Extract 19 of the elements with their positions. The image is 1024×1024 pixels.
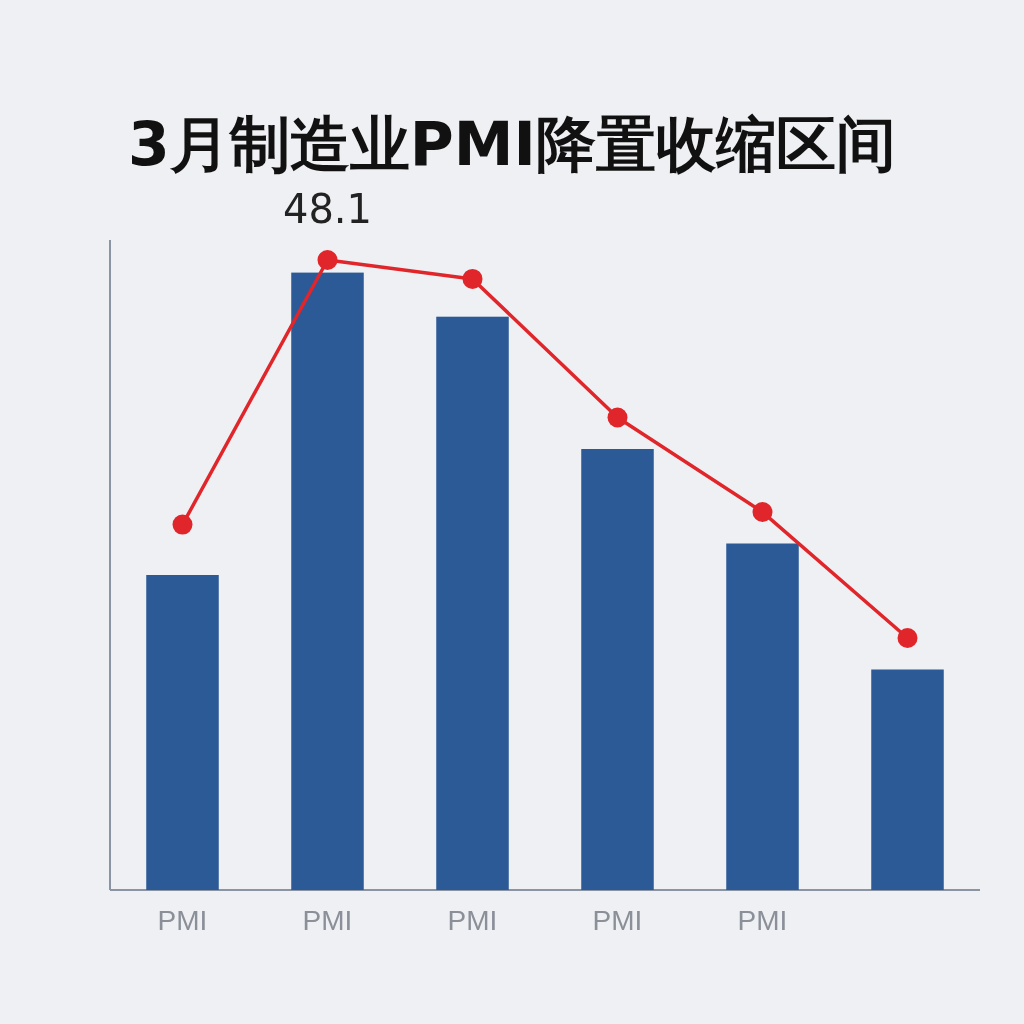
x-tick-label: PMI — [302, 905, 353, 936]
x-tick-label: PMI — [592, 905, 643, 936]
bar — [436, 316, 509, 890]
point — [317, 250, 338, 270]
point — [607, 407, 628, 428]
text: 48.1 — [282, 185, 373, 232]
point — [172, 514, 193, 535]
bar — [291, 272, 364, 890]
bar — [726, 543, 799, 890]
x-tick-label: PMI — [447, 905, 498, 936]
point — [462, 268, 483, 289]
x-tick-label: PMI — [737, 905, 788, 936]
bar — [581, 449, 654, 890]
point — [752, 502, 773, 522]
x-tick-label: PMI — [157, 905, 208, 936]
point — [897, 628, 918, 648]
chart-title: 3月制造业PMI降置收缩区间 — [128, 109, 896, 179]
bar — [871, 669, 944, 890]
bar — [146, 575, 219, 890]
